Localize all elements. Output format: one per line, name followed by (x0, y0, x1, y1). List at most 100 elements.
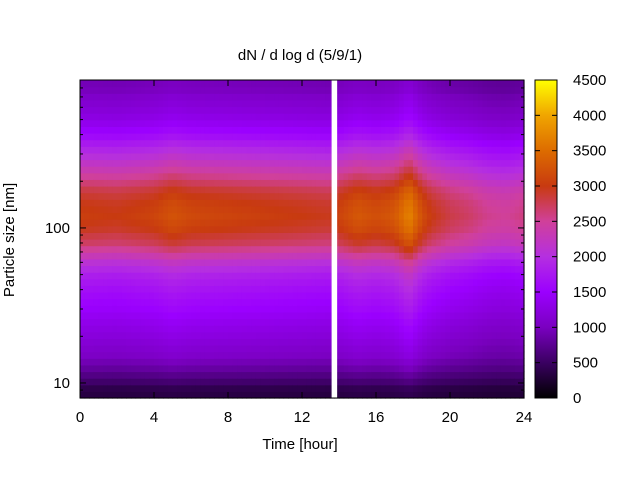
heatmap-cell (292, 212, 298, 220)
heatmap-cell (84, 252, 90, 260)
heatmap-cell (209, 298, 215, 306)
heatmap-cell (214, 265, 220, 273)
heatmap-cell (246, 199, 252, 207)
heatmap-cell (362, 252, 368, 260)
heatmap-cell (163, 192, 169, 200)
heatmap-cell (482, 205, 488, 214)
heatmap-cell (500, 119, 507, 127)
heatmap-cell (126, 99, 132, 108)
heatmap-cell (237, 371, 243, 379)
heatmap-cell (325, 265, 331, 273)
heatmap-cell (403, 205, 409, 214)
heatmap-cell (496, 93, 502, 101)
heatmap-cell (371, 80, 377, 88)
heatmap-cell (399, 371, 405, 379)
heatmap-cell (297, 318, 303, 326)
heatmap-cell (380, 86, 386, 94)
heatmap-cell (121, 205, 127, 214)
heatmap-cell (209, 192, 215, 200)
heatmap-cell (126, 106, 132, 114)
heatmap-cell (107, 133, 113, 141)
heatmap-cell (348, 378, 354, 386)
heatmap-cell (200, 331, 206, 339)
heatmap-cell (126, 93, 132, 101)
heatmap-cell (278, 159, 285, 167)
heatmap-cell (154, 318, 160, 326)
heatmap-cell (348, 351, 354, 359)
heatmap-cell (177, 391, 183, 399)
heatmap-cell (84, 99, 90, 108)
heatmap-cell (149, 325, 155, 333)
heatmap-cell (218, 80, 224, 88)
heatmap-cell (117, 172, 123, 180)
heatmap-cell (265, 252, 271, 260)
heatmap-cell (454, 278, 460, 286)
heatmap-cell (371, 139, 377, 147)
heatmap-cell (468, 239, 474, 247)
heatmap-cell (274, 159, 280, 167)
heatmap-cell (463, 292, 470, 300)
heatmap-cell (376, 245, 382, 253)
heatmap-cell (130, 86, 137, 94)
heatmap-cell (140, 298, 146, 306)
heatmap-cell (98, 93, 104, 101)
heatmap-cell (505, 252, 511, 260)
heatmap-cell (366, 278, 372, 286)
heatmap-cell (380, 212, 386, 220)
heatmap-cell (454, 199, 460, 207)
heatmap-cell (454, 152, 460, 161)
heatmap-cell (519, 371, 525, 379)
heatmap-cell (500, 278, 507, 286)
heatmap-cell (241, 258, 248, 267)
heatmap-cell (223, 371, 229, 379)
heatmap-cell (487, 378, 493, 386)
heatmap-cell (463, 384, 470, 392)
heatmap-cell (195, 245, 201, 253)
heatmap-cell (399, 278, 405, 286)
heatmap-cell (422, 232, 428, 240)
heatmap-cell (436, 166, 442, 174)
heatmap-cell (195, 166, 201, 174)
heatmap-cell (362, 93, 368, 101)
heatmap-cell (431, 345, 437, 353)
heatmap-cell (103, 139, 109, 147)
heatmap-cell (274, 113, 280, 121)
heatmap-cell (107, 139, 113, 147)
heatmap-cell (320, 292, 326, 300)
heatmap-cell (487, 258, 493, 267)
heatmap-cell (209, 391, 215, 399)
heatmap-cell (413, 371, 419, 379)
heatmap-cell (278, 86, 285, 94)
heatmap-cell (510, 364, 516, 373)
heatmap-cell (491, 252, 497, 260)
heatmap-cell (399, 338, 405, 346)
heatmap-cell (209, 258, 215, 267)
heatmap-cell (487, 232, 493, 240)
heatmap-cell (519, 232, 525, 240)
heatmap-cell (112, 225, 118, 233)
heatmap-cell (200, 179, 206, 187)
heatmap-cell (477, 99, 483, 108)
heatmap-cell (288, 119, 294, 127)
heatmap-cell (468, 378, 474, 386)
heatmap-cell (510, 245, 516, 253)
heatmap-cell (163, 325, 169, 333)
heatmap-cell (144, 305, 150, 313)
heatmap-cell (191, 99, 197, 108)
heatmap-cell (426, 113, 433, 121)
heatmap-cell (385, 126, 391, 134)
heatmap-cell (482, 172, 488, 180)
heatmap-cell (149, 146, 155, 154)
x-axis-ticks: 0 4 8 12 16 20 24 (76, 80, 532, 426)
heatmap-cell (181, 133, 187, 141)
heatmap-cell (191, 272, 197, 280)
heatmap-cell (463, 113, 470, 121)
heatmap-cell (93, 119, 100, 127)
heatmap-cell (519, 212, 525, 220)
heatmap-cell (463, 159, 470, 167)
heatmap-cell (232, 245, 238, 253)
heatmap-cell (278, 351, 285, 359)
heatmap-cell (394, 331, 400, 339)
heatmap-cell (487, 278, 493, 286)
heatmap-cell (343, 338, 349, 346)
